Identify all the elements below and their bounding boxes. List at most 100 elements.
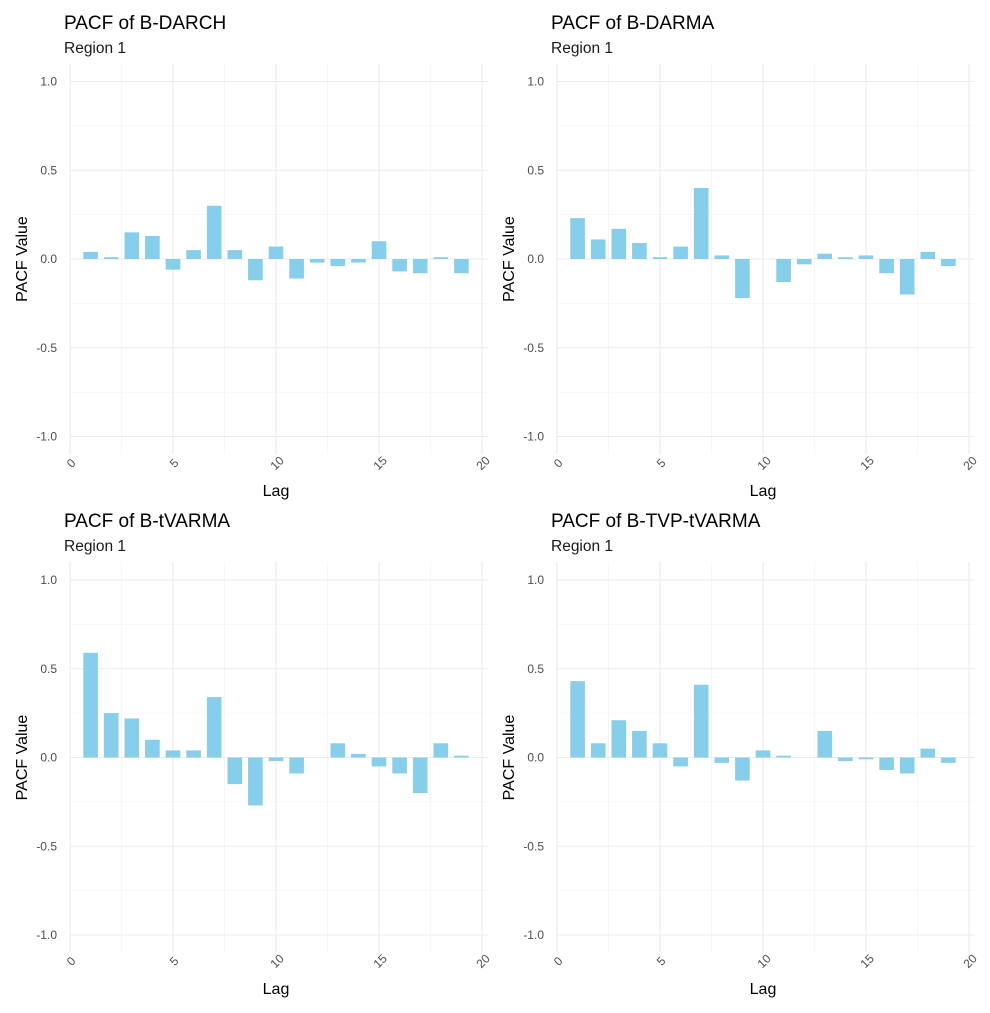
bar-lag-14 [351,259,366,263]
bar-lag-11 [289,757,304,774]
bar-lag-15 [371,757,387,767]
x-tick-label: 5 [654,954,669,969]
x-tick-label: 15 [857,951,877,971]
y-tick-label: 0.5 [40,163,57,177]
bar-lag-10 [268,246,284,259]
y-tick-label: -0.5 [523,341,544,355]
bar-lag-1 [83,652,98,758]
x-tick-label: 15 [370,453,390,473]
bar-lag-19 [941,757,956,763]
bar-lag-1 [83,251,98,259]
panel-pacf-of-b-tvarma: PACF of B-tVARMA Region 1 1.0 0.5 0.0 -0.5 -1.… [14,511,493,998]
x-tick-label: 20 [960,453,980,473]
y-tick-label: 0.0 [40,252,57,266]
bar-lag-11 [776,259,791,283]
bar-lag-6 [673,757,688,767]
y-axis-title: PACF Value [14,216,31,302]
x-tick-label: 15 [857,453,877,473]
bar-lag-4 [145,235,160,259]
bar-lag-13 [817,253,833,259]
x-tick-label: 10 [267,453,287,473]
y-axis-title: PACF Value [14,715,31,801]
bar-lag-9 [735,259,750,299]
bar-lag-7 [693,684,709,758]
bar-lag-4 [632,730,647,758]
y-tick-label: -0.5 [36,341,57,355]
gridlines [69,562,488,952]
y-tick-label: 1.0 [527,573,544,587]
gridlines [556,562,975,952]
bar-lag-12 [796,259,812,265]
bar-lag-16 [879,757,894,770]
x-tick-label: 5 [167,456,182,471]
bar-series [570,188,956,299]
bar-lag-18 [433,743,449,758]
bar-lag-2 [590,743,606,758]
x-tick-label: 0 [64,954,79,969]
bar-lag-16 [879,259,894,274]
bar-lag-18 [433,257,449,259]
bar-lag-3 [611,228,627,259]
y-tick-label: -0.5 [523,839,544,853]
bar-lag-2 [590,239,606,259]
panel-subtitle: Region 1 [551,40,613,57]
bar-lag-3 [124,232,140,259]
x-axis-title: Lag [263,483,290,500]
panel-subtitle: Region 1 [551,538,613,555]
y-tick-label: -1.0 [36,430,57,444]
y-tick-label: 0.5 [527,662,544,676]
bar-lag-2 [103,257,119,259]
bar-lag-4 [145,739,160,758]
x-tick-label: 5 [167,954,182,969]
x-tick-label: 20 [960,951,980,971]
bar-lag-8 [227,250,243,259]
x-tick-label: 15 [370,951,390,971]
bar-lag-15 [371,241,387,259]
bar-lag-9 [248,259,263,281]
bar-lag-8 [714,757,730,763]
bar-series [83,652,469,806]
bar-lag-9 [735,757,750,781]
bar-lag-17 [899,259,915,295]
panel-subtitle: Region 1 [64,538,126,555]
bar-lag-12 [309,259,325,263]
panel-subtitle: Region 1 [64,40,126,57]
bar-lag-11 [776,755,791,758]
bar-lag-3 [611,720,627,758]
bar-lag-15 [858,757,874,760]
y-tick-label: 1.0 [40,573,57,587]
x-tick-label: 0 [551,456,566,471]
bar-lag-16 [392,259,407,272]
bar-lag-13 [817,730,833,758]
y-tick-label: -0.5 [36,839,57,853]
bar-lag-4 [632,243,647,259]
bar-series [570,681,956,781]
y-tick-label: 0.5 [527,163,544,177]
bar-lag-7 [206,697,222,758]
gridlines [556,64,975,454]
bar-lag-7 [693,188,709,259]
y-tick-label: -1.0 [36,928,57,942]
bar-lag-13 [330,743,346,758]
y-tick-label: 0.0 [40,751,57,765]
bar-series [83,205,469,281]
x-tick-label: 20 [473,453,493,473]
y-tick-label: -1.0 [523,928,544,942]
panel-title: PACF of B-DARCH [64,13,226,34]
bar-lag-17 [412,259,428,274]
bar-lag-1 [570,218,585,259]
bar-lag-19 [941,259,956,267]
panel-pacf-of-b-darma: PACF of B-DARMA Region 1 1.0 0.5 0.0 -0.5 -1.0… [501,13,980,500]
x-axis-title: Lag [263,981,290,998]
y-axis-title: PACF Value [501,216,518,302]
panel-pacf-of-b-tvp-tvarma: PACF of B-TVP-tVARMA Region 1 1.0 0.5 0.0 -0.… [501,511,980,998]
bar-lag-10 [268,757,284,762]
bar-lag-17 [899,757,915,774]
bar-lag-14 [351,753,366,758]
x-tick-label: 10 [754,453,774,473]
panel-pacf-of-b-darch: PACF of B-DARCH Region 1 1.0 0.5 0.0 -0.5 -1.0… [14,13,493,500]
bar-lag-1 [570,681,585,758]
bar-lag-19 [454,259,469,274]
x-tick-label: 5 [654,456,669,471]
